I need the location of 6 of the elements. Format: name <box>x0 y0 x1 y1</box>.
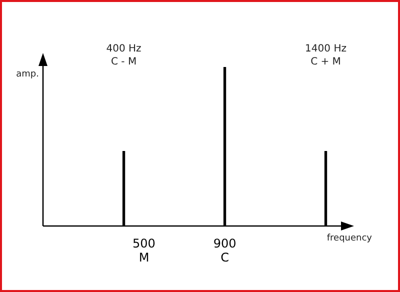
x-tick-label: 500 M <box>132 236 156 265</box>
annotation: 400 Hz C - M <box>106 44 142 68</box>
y-axis-title: amp. <box>16 69 39 80</box>
x-tick-label: 900 C <box>213 236 236 265</box>
annotation: 1400 Hz C + M <box>305 44 346 68</box>
x-axis-title: frequency <box>326 233 373 244</box>
